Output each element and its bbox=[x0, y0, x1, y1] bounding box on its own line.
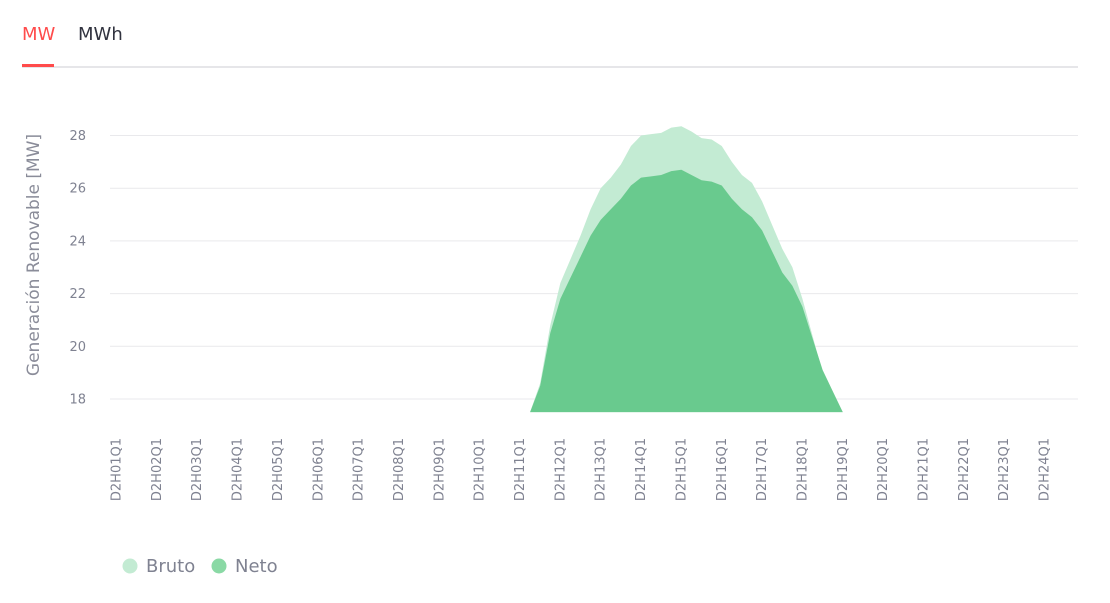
x-tick-label-D2H18Q1: D2H18Q1 bbox=[795, 438, 810, 501]
x-tick-label-D2H19Q1: D2H19Q1 bbox=[836, 438, 851, 501]
x-tick-label-D2H04Q1: D2H04Q1 bbox=[231, 438, 246, 501]
x-tick-label-D2H01Q1: D2H01Q1 bbox=[110, 438, 125, 501]
x-tick-label-D2H15Q1: D2H15Q1 bbox=[674, 438, 689, 501]
x-tick-label-D2H12Q1: D2H12Q1 bbox=[553, 438, 568, 501]
x-tick-label-D2H16Q1: D2H16Q1 bbox=[715, 438, 730, 501]
x-tick-label-D2H08Q1: D2H08Q1 bbox=[392, 438, 407, 501]
x-tick-label-D2H13Q1: D2H13Q1 bbox=[594, 438, 609, 501]
y-tick-label-24: 24 bbox=[69, 234, 86, 249]
y-tick-label-20: 20 bbox=[69, 340, 86, 355]
x-tick-label-D2H17Q1: D2H17Q1 bbox=[755, 438, 770, 501]
x-tick-label-D2H11Q1: D2H11Q1 bbox=[513, 438, 528, 501]
y-axis-ticks: 18 20 22 24 26 28 bbox=[69, 129, 86, 408]
legend-label-neto: Neto bbox=[235, 556, 278, 577]
tab-mw[interactable]: MW bbox=[22, 24, 56, 45]
active-tab-indicator bbox=[22, 64, 54, 67]
legend-label-bruto: Bruto bbox=[146, 556, 195, 577]
area-series bbox=[509, 126, 843, 413]
x-tick-label-D2H14Q1: D2H14Q1 bbox=[634, 438, 649, 501]
x-tick-label-D2H10Q1: D2H10Q1 bbox=[473, 438, 488, 501]
x-tick-label-D2H06Q1: D2H06Q1 bbox=[311, 438, 326, 501]
legend: Bruto Neto bbox=[122, 556, 278, 577]
y-tick-label-22: 22 bbox=[69, 287, 86, 302]
y-tick-label-18: 18 bbox=[69, 393, 86, 408]
tab-mwh[interactable]: MWh bbox=[78, 24, 123, 45]
x-tick-label-D2H24Q1: D2H24Q1 bbox=[1038, 438, 1053, 501]
x-tick-label-D2H05Q1: D2H05Q1 bbox=[271, 438, 286, 501]
x-tick-label-D2H23Q1: D2H23Q1 bbox=[997, 438, 1012, 501]
legend-swatch-bruto bbox=[122, 558, 138, 574]
y-axis-title: Generación Renovable [MW] bbox=[24, 134, 44, 376]
x-axis-ticks: D2H01Q1 D2H02Q1 D2H03Q1 D2H04Q1 D2H05Q1 D2H06… bbox=[110, 438, 1053, 501]
x-tick-label-D2H02Q1: D2H02Q1 bbox=[150, 438, 165, 501]
area-neto bbox=[509, 169, 843, 413]
x-tick-label-D2H03Q1: D2H03Q1 bbox=[190, 438, 205, 501]
y-tick-label-28: 28 bbox=[69, 129, 86, 144]
x-tick-label-D2H21Q1: D2H21Q1 bbox=[917, 438, 932, 501]
legend-swatch-neto bbox=[211, 558, 227, 574]
unit-tab-bar: MW MWh bbox=[22, 0, 1078, 68]
x-tick-label-D2H20Q1: D2H20Q1 bbox=[876, 438, 891, 501]
x-tick-label-D2H09Q1: D2H09Q1 bbox=[432, 438, 447, 501]
x-tick-label-D2H22Q1: D2H22Q1 bbox=[957, 438, 972, 501]
y-tick-label-26: 26 bbox=[69, 182, 86, 197]
x-tick-label-D2H07Q1: D2H07Q1 bbox=[352, 438, 367, 501]
